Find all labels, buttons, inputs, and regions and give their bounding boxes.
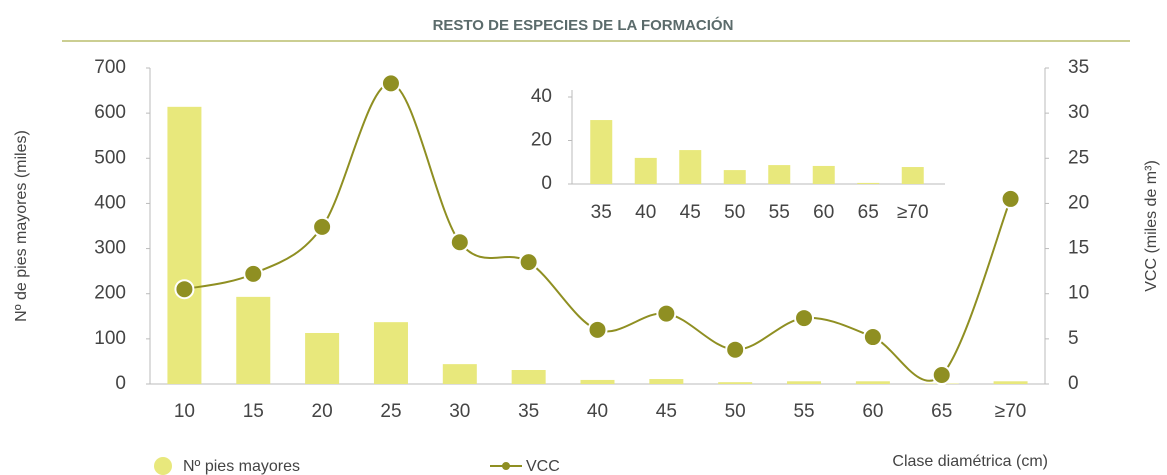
bar	[167, 106, 202, 384]
legend-swatch	[502, 462, 510, 470]
y2-tick-label: 35	[1068, 57, 1089, 78]
line-marker	[931, 364, 952, 385]
legend-label: Nº pies mayores	[183, 458, 300, 475]
y-tick-label: 500	[94, 147, 126, 168]
chart-title: RESTO DE ESPECIES DE LA FORMACIÓN	[433, 16, 734, 34]
line-marker	[1000, 188, 1021, 209]
x-tick-label: 65	[931, 401, 952, 422]
inset-y-tick-label: 0	[541, 173, 552, 194]
y2-tick-label: 5	[1068, 328, 1079, 349]
x-tick-label: 40	[587, 401, 608, 422]
y-tick-label: 200	[94, 283, 126, 304]
y-tick-label: 100	[94, 328, 126, 349]
inset-x-tick-label: 35	[591, 202, 612, 223]
inset-y-tick-label: 20	[531, 130, 552, 151]
y-tick-label: 400	[94, 192, 126, 213]
bar	[649, 379, 684, 384]
inset-bar	[812, 165, 835, 184]
inset-x-tick-label: ≥70	[897, 202, 929, 223]
y-axis-title: Nº de pies mayores (miles)	[13, 130, 30, 322]
inset-x-tick-label: 40	[635, 202, 656, 223]
line-marker	[656, 303, 677, 324]
x-axis-title: Clase diamétrica (cm)	[892, 453, 1048, 470]
x-tick-label: 35	[518, 401, 539, 422]
line-marker	[794, 308, 815, 329]
inset-bar	[901, 167, 924, 184]
bar	[787, 381, 822, 384]
inset-x-tick-label: 45	[680, 202, 701, 223]
line-marker	[243, 263, 264, 284]
x-tick-label: 60	[862, 401, 883, 422]
x-tick-label: 50	[725, 401, 746, 422]
bar	[855, 381, 890, 384]
x-tick-label: 20	[312, 401, 333, 422]
legend-label: VCC	[526, 458, 560, 475]
inset-x-tick-label: 65	[858, 202, 879, 223]
y2-axis-title: VCC (miles de m³)	[1143, 160, 1160, 292]
x-tick-label: 25	[380, 401, 401, 422]
bar	[373, 322, 408, 384]
line-marker	[312, 216, 333, 237]
x-tick-label: 45	[656, 401, 677, 422]
y2-tick-label: 25	[1068, 147, 1089, 168]
inset-y-tick-label: 40	[531, 86, 552, 107]
bar	[718, 382, 753, 384]
x-tick-label: 30	[449, 401, 470, 422]
bar	[236, 296, 271, 384]
x-tick-label: 15	[243, 401, 264, 422]
x-tick-label: 10	[174, 401, 195, 422]
inset-bar	[590, 120, 613, 184]
inset-bar	[768, 165, 791, 184]
inset-bar	[679, 150, 702, 184]
y2-tick-label: 10	[1068, 283, 1089, 304]
line-marker	[587, 319, 608, 340]
inset-bar	[857, 182, 880, 184]
inset-bar	[723, 170, 746, 184]
y2-tick-label: 15	[1068, 238, 1089, 259]
bar	[442, 364, 477, 384]
inset-x-tick-label: 60	[813, 202, 834, 223]
inset-bar	[634, 157, 657, 184]
line-marker	[380, 73, 401, 94]
bar	[305, 332, 340, 384]
legend-swatch	[154, 457, 172, 475]
line-marker	[174, 279, 195, 300]
y2-tick-label: 20	[1068, 192, 1089, 213]
y-tick-label: 600	[94, 102, 126, 123]
bar	[511, 370, 546, 384]
inset-x-tick-label: 55	[769, 202, 790, 223]
line-marker	[518, 252, 539, 273]
y-tick-label: 300	[94, 238, 126, 259]
line-marker	[862, 327, 883, 348]
y-tick-label: 0	[115, 373, 126, 394]
x-tick-label: ≥70	[995, 401, 1027, 422]
line-marker	[725, 339, 746, 360]
line-marker	[449, 232, 470, 253]
y-tick-label: 700	[94, 57, 126, 78]
y2-tick-label: 0	[1068, 373, 1079, 394]
y2-tick-label: 30	[1068, 102, 1089, 123]
bar	[993, 381, 1028, 384]
inset-x-tick-label: 50	[724, 202, 745, 223]
x-tick-label: 55	[793, 401, 814, 422]
bar	[580, 379, 615, 384]
